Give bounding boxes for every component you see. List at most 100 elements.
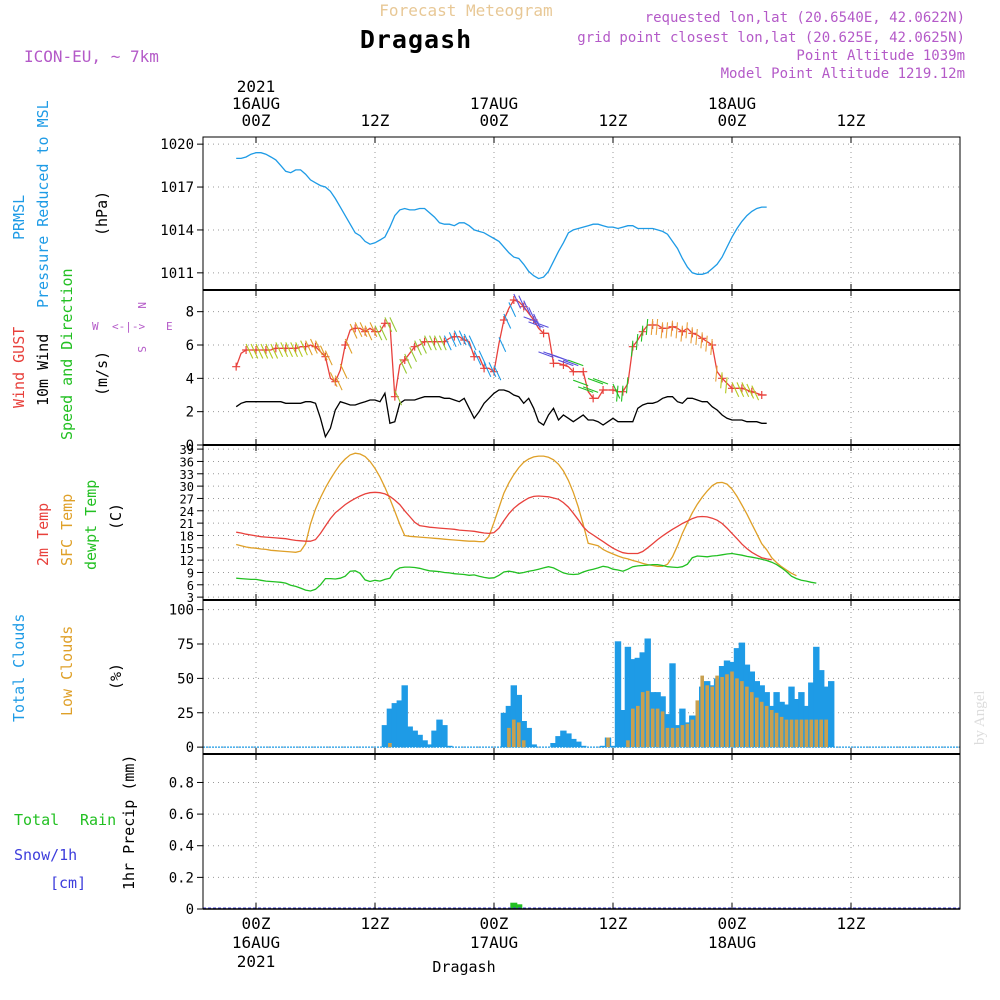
wind-direction-arrow [483,362,492,378]
total-cloud-bar [510,685,517,748]
wind-direction-arrow [394,390,403,406]
total-cloud-bar [808,682,815,748]
wind-direction-arrow [620,385,624,402]
low-cloud-bar [626,740,630,748]
bottom-axis-label: 16AUG [232,933,280,952]
wind-direction-arrow [275,342,284,358]
wind-line [235,389,767,439]
wind-direction-arrow [414,340,422,356]
total-cloud-bar [406,726,413,748]
low-cloud-bar [517,722,521,748]
y-tick-label: 21 [180,517,194,531]
wind-direction-arrow [339,363,348,379]
panel-frame [202,599,961,755]
total-cloud-bar [599,745,607,748]
rain-label: Rain [80,811,116,829]
low-cloud-bar [685,723,690,748]
low-cloud-bar [710,686,714,748]
compass-n: N [135,302,148,309]
rain-bar [510,902,518,909]
total-cloud-bar [391,703,398,748]
panel-frame [202,753,961,910]
low-cloud-bar [784,719,789,748]
bottom-location-label: Dragash [432,958,495,976]
wind-direction-arrow [245,343,254,359]
low-cloud-bar [640,692,645,748]
y-tick-label: 1020 [160,137,194,153]
total-cloud-bar [813,646,820,748]
super-title: Forecast Meteogram [379,1,552,20]
low-cloud-bar [705,685,709,748]
prmsl-label: PRMSL [10,195,28,240]
compass-w: W [92,320,99,333]
wind-direction-arrow [587,377,604,385]
total-cloud-bar [565,733,572,748]
low-cloud-bar [794,719,799,748]
percent-label: (%) [107,663,125,690]
gust-marker [232,362,241,371]
wind-direction-arrow [538,351,554,358]
wind-direction-arrow [448,332,457,348]
bottom-axis-label: 18AUG [708,933,756,952]
dewpt-temp-line [236,552,817,592]
wind-direction-arrow [255,343,264,359]
total-cloud-bar [530,744,537,748]
y-tick-label: 0 [186,902,194,918]
bottom-axis-label: 00Z [242,914,271,933]
wind-direction-arrow [429,335,437,351]
total-clouds-label: Total Clouds [10,614,28,722]
y-tick-label: 0.2 [169,870,194,886]
top-axis-label: 12Z [361,111,390,130]
total-cloud-bar [619,710,627,748]
wind-direction-arrow [404,353,412,369]
wind-direction-arrow [533,321,549,328]
y-tick-label: 6 [187,579,194,593]
bottom-axis-label: 17AUG [470,933,518,952]
wind-direction-arrow [528,307,536,323]
low-cloud-bar [725,674,729,748]
wind-direction-arrow [660,322,664,339]
y-tick-label: 27 [180,492,194,506]
gust-marker [589,394,598,403]
wind-direction-arrow [488,362,497,378]
wind-direction-arrow [349,323,358,339]
total-cloud-bar [421,740,428,748]
wind-direction-arrow [655,318,659,335]
panel-frame [202,444,961,601]
wind-direction-arrow [310,338,318,354]
y-tick-label: 30 [180,480,194,494]
wind-direction-arrow [344,338,353,354]
gust-marker [757,391,766,399]
watermark: by Angel [972,690,988,745]
total-cloud-bar [426,744,433,748]
total-cloud-bar [401,685,408,748]
top-axis-label: 16AUG [232,94,280,113]
wind-10m-label: 10m Wind [34,334,52,406]
total-cloud-bar [441,725,448,748]
low-cloud-bar [819,719,823,748]
y-tick-label: 2 [186,405,194,421]
total-cloud-bar [629,659,636,748]
top-axis-label: 00Z [718,111,747,130]
bottom-axis-label: 12Z [361,914,390,933]
total-cloud-bar [669,663,676,748]
location-title: Dragash [360,25,472,54]
bottom-axis-label: 12Z [599,914,628,933]
y-tick-label: 8 [186,305,194,321]
low-cloud-bar [735,678,739,748]
marks-layer [203,152,960,909]
wind-direction-arrow [359,322,368,338]
top-axis-label: 17AUG [470,94,518,113]
total-cloud-bar [431,730,438,748]
top-axis-label: 00Z [480,111,509,130]
low-cloud-bar [521,740,526,748]
compass-s: S [135,346,148,353]
low-cloud-bar [606,737,610,748]
low-cloud-bar [388,743,392,748]
wind-direction-arrow [290,342,298,358]
wind-direction-arrow [746,383,755,399]
wind-direction-arrow [700,332,703,349]
panel-frame [202,289,961,446]
